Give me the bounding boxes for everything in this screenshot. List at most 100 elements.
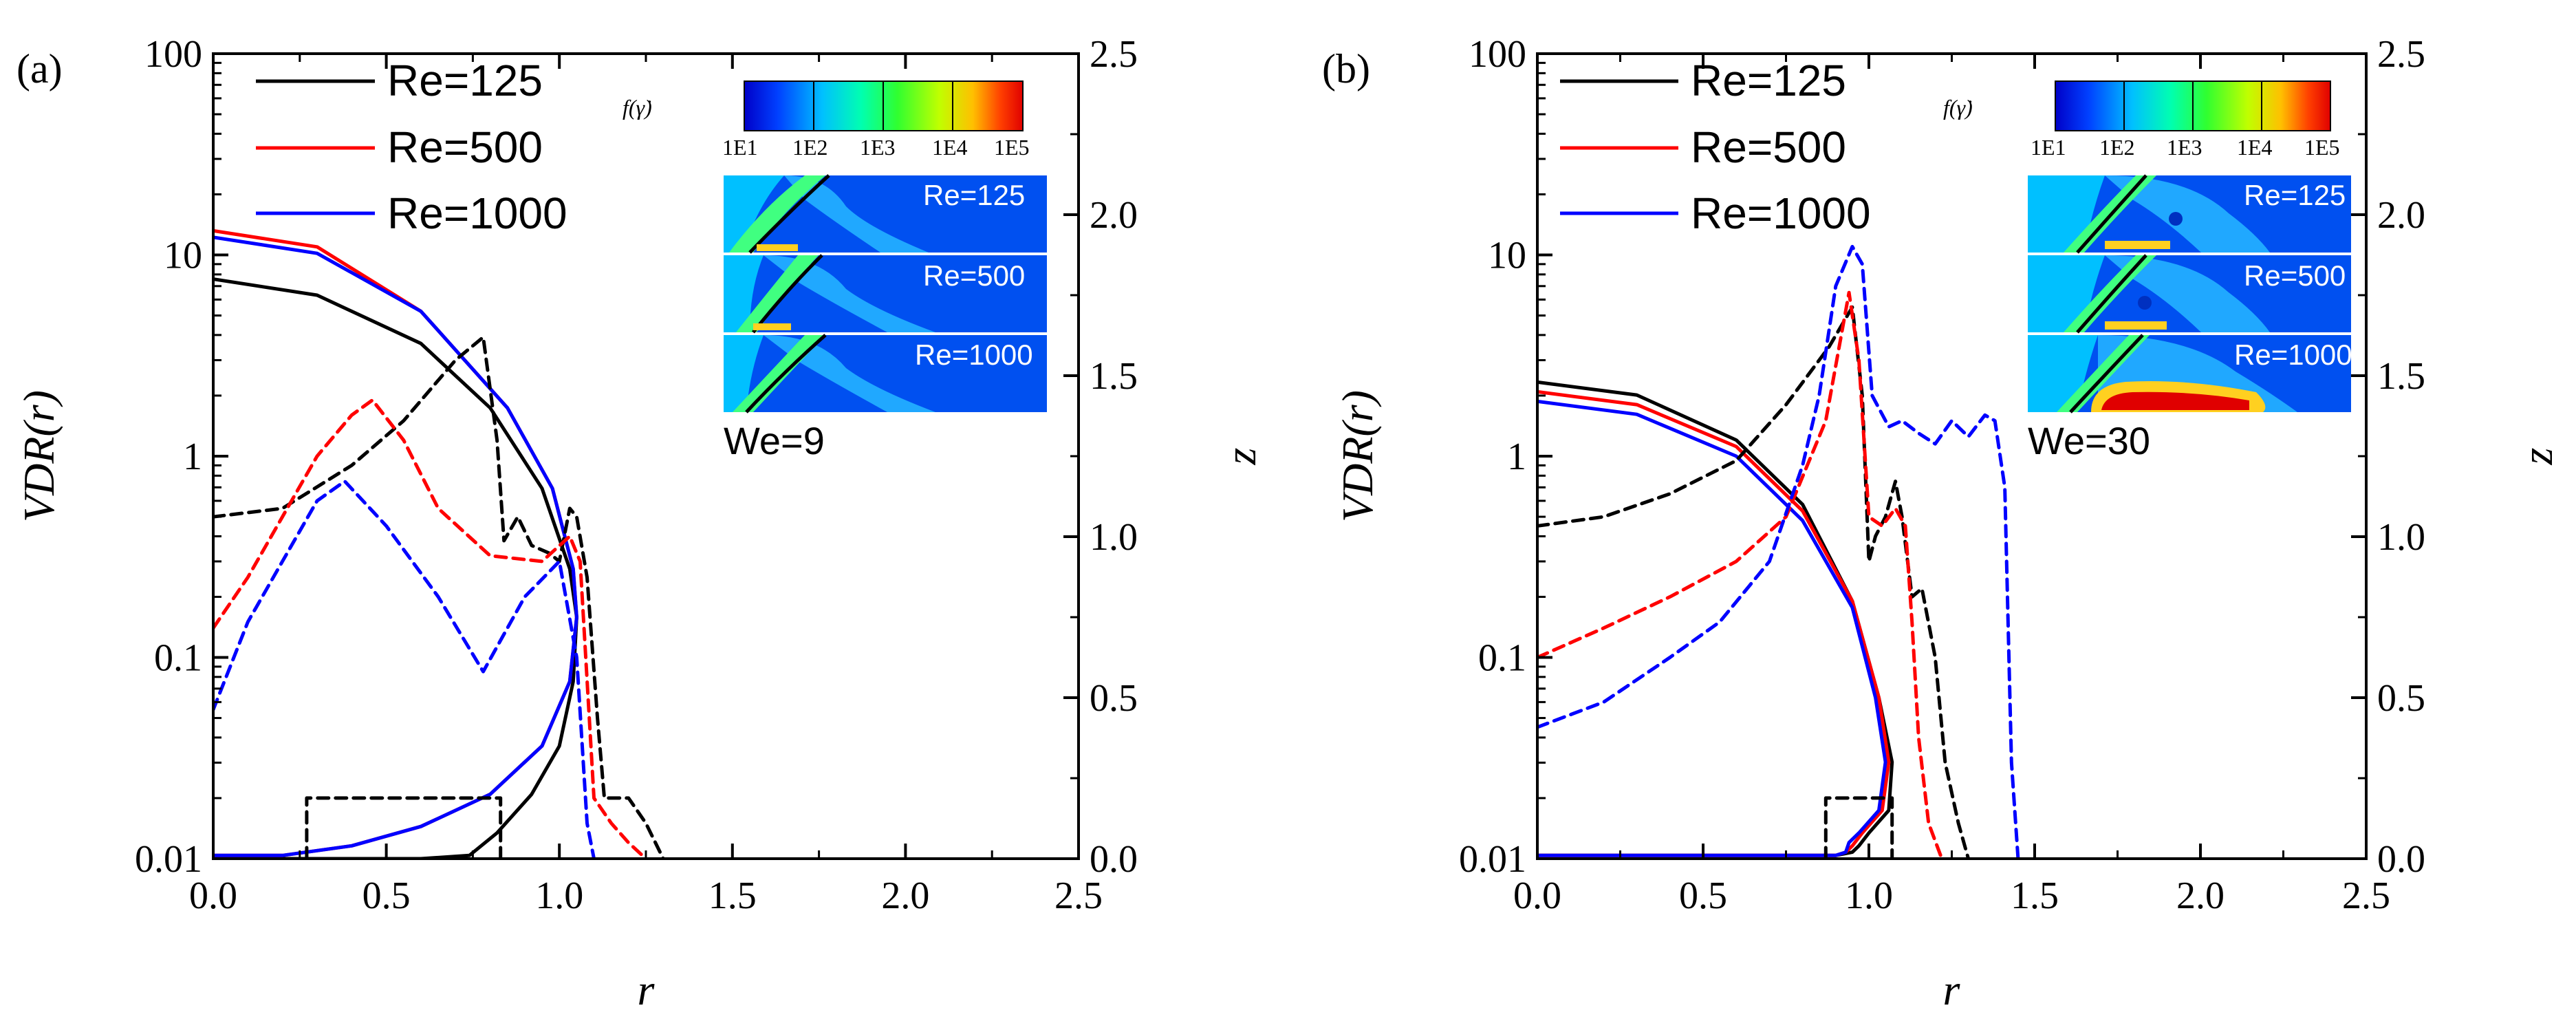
interface-curve-re125 — [213, 277, 578, 859]
inset-annotation: We=9 — [724, 419, 825, 462]
x-tick-label: 0.0 — [1513, 875, 1561, 917]
colorbar-tick-label: 1E5 — [2304, 135, 2340, 160]
colorbar-label: f(γ̇) — [1943, 95, 1973, 120]
colorbar-tick-label: 1E1 — [722, 135, 758, 160]
y2-tick-label: 2.0 — [2377, 194, 2425, 237]
x-tick-label: 2.0 — [2176, 875, 2225, 917]
interface-curve-re1000 — [1537, 399, 1887, 857]
panel-b-legend: Re=125 Re=500 Re=1000 — [1560, 56, 1871, 238]
y2-tick-label: 2.5 — [2377, 33, 2425, 76]
y-tick-label: 10 — [1488, 235, 1526, 277]
x-tick-label: 2.5 — [2342, 875, 2390, 917]
vdr-curve-re1000 — [1537, 244, 2020, 859]
panel-b-x-axis-label: r — [1943, 965, 1961, 1014]
colorbar-tick-label: 1E5 — [994, 135, 1030, 160]
y-tick-label: 100 — [144, 33, 202, 76]
inset-row-label: Re=500 — [2244, 259, 2346, 292]
y-tick-label: 0.01 — [135, 838, 202, 881]
interface-curve-re500 — [1537, 389, 1891, 857]
zoom-box-zoombox — [1823, 796, 1894, 859]
panel-a-y-axis-label: VDR(r) — [14, 390, 63, 522]
panel-b-label: (b) — [1322, 46, 1370, 92]
inset-field-row-re125: Re=125 — [2028, 174, 2351, 254]
y2-tick-label: 0.5 — [1090, 677, 1138, 720]
panel-a-y2-axis-label: z — [1216, 447, 1265, 465]
panel-a-x-axis-label: r — [638, 965, 656, 1014]
y-tick-label: 0.1 — [1478, 637, 1526, 680]
colorbar-tick-label: 1E3 — [860, 135, 896, 160]
x-tick-label: 0.5 — [1679, 875, 1727, 917]
x-tick-label: 1.5 — [2011, 875, 2059, 917]
x-tick-label: 1.5 — [708, 875, 757, 917]
colorbar-tick-label: 1E1 — [2031, 135, 2066, 160]
inset-field-row-re125: Re=125 — [724, 174, 1047, 254]
y2-tick-label: 2.0 — [1090, 194, 1138, 237]
panel-b-axes-frame — [1536, 52, 2368, 860]
vdr-curve-re1000 — [213, 480, 596, 859]
x-tick-label: 2.0 — [881, 875, 929, 917]
panel-a-label: (a) — [17, 46, 63, 92]
panel-b-y2-axis-label: z — [2513, 447, 2562, 465]
inset-field-row-re1000: Re=1000 — [2028, 334, 2352, 414]
y2-tick-label: 0.0 — [1090, 838, 1138, 881]
panel-b-ticks: 0.0 0.5 1.0 1.5 2.0 2.5 0.01 0.1 1 10 100 0.0 0.5 1.0… — [1459, 33, 2425, 917]
legend-label-re500: Re=500 — [1691, 122, 1846, 172]
y-tick-label: 100 — [1469, 33, 1526, 76]
vdr-curve-re125 — [1537, 305, 1971, 859]
panel-a-ticks: 0.0 0.5 1.0 1.5 2.0 2.5 0.01 0.1 1 10 100 0.0 0.5 1.0… — [135, 33, 1138, 917]
y2-tick-label: 2.5 — [1090, 33, 1138, 76]
y-tick-label: 0.01 — [1459, 838, 1526, 881]
zoom-box-zoombox — [305, 796, 503, 859]
colorbar-label: f(γ̇) — [623, 95, 652, 120]
colorbar-tick-label: 1E2 — [2099, 135, 2135, 160]
y-tick-label: 1 — [1507, 436, 1526, 478]
inset-field-row-re1000: Re=1000 — [724, 334, 1047, 414]
inset-field-row-re500: Re=500 — [724, 254, 1047, 334]
interface-curve-re1000 — [213, 235, 578, 857]
inset-field-row-re500: Re=500 — [2028, 254, 2351, 334]
x-tick-label: 0.0 — [189, 875, 237, 917]
x-tick-label: 1.0 — [535, 875, 583, 917]
y-tick-label: 0.1 — [154, 637, 202, 680]
x-tick-label: 1.0 — [1845, 875, 1893, 917]
y-tick-label: 1 — [183, 436, 202, 478]
legend-label-re125: Re=125 — [1691, 56, 1846, 105]
x-tick-label: 0.5 — [362, 875, 411, 917]
vdr-curve-re500 — [1537, 290, 1944, 859]
panel-a-plot-area — [213, 228, 665, 859]
legend-label-re1000: Re=1000 — [387, 189, 567, 238]
colorbar-tick-label: 1E3 — [2167, 135, 2202, 160]
panel-a-inset: f(γ̇) 1E1 1E2 1E3 1E4 1E5 Re=125 — [623, 81, 1047, 462]
colorbar-tick-label: 1E4 — [2237, 135, 2273, 160]
legend-label-re1000: Re=1000 — [1691, 189, 1871, 238]
inset-row-label: Re=1000 — [915, 339, 1033, 371]
y2-tick-label: 1.5 — [1090, 355, 1138, 398]
panel-b-plot-area — [1537, 244, 2020, 859]
inset-row-label: Re=125 — [2244, 179, 2346, 211]
panel-b: (b) 0.0 0.5 1.0 1.5 2.0 2.50.010.11101000.00.… — [1322, 33, 2562, 1014]
panel-a-axes-frame — [212, 52, 1080, 860]
panel-a-legend: Re=125 Re=500 Re=1000 — [256, 56, 567, 238]
panel-b-y-axis-label: VDR(r) — [1333, 390, 1382, 522]
vdr-curve-re500 — [213, 398, 648, 859]
y2-tick-label: 0.5 — [2377, 677, 2425, 720]
inset-row-label: Re=125 — [923, 179, 1025, 211]
interface-curve-re125 — [1537, 380, 1894, 857]
y-tick-label: 10 — [164, 235, 202, 277]
inset-row-label: Re=500 — [923, 259, 1025, 292]
y2-tick-label: 0.0 — [2377, 838, 2425, 881]
legend-label-re500: Re=500 — [387, 122, 543, 172]
inset-annotation: We=30 — [2028, 419, 2150, 462]
legend-label-re125: Re=125 — [387, 56, 543, 105]
y2-tick-label: 1.5 — [2377, 355, 2425, 398]
inset-row-label: Re=1000 — [2234, 339, 2352, 371]
panel-a: (a) 0.0 0.5 1.0 1.5 2.0 2.50.010.11101000.00.… — [14, 33, 1265, 1014]
y2-tick-label: 1.0 — [2377, 516, 2425, 559]
panel-b-inset: f(γ̇) 1E1 1E2 1E3 1E4 1E5 Re=125 — [1943, 81, 2352, 462]
vdr-curve-re125 — [213, 335, 665, 859]
y2-tick-label: 1.0 — [1090, 516, 1138, 559]
x-tick-label: 2.5 — [1054, 875, 1103, 917]
colorbar-tick-label: 1E2 — [792, 135, 828, 160]
colorbar-tick-label: 1E4 — [932, 135, 968, 160]
